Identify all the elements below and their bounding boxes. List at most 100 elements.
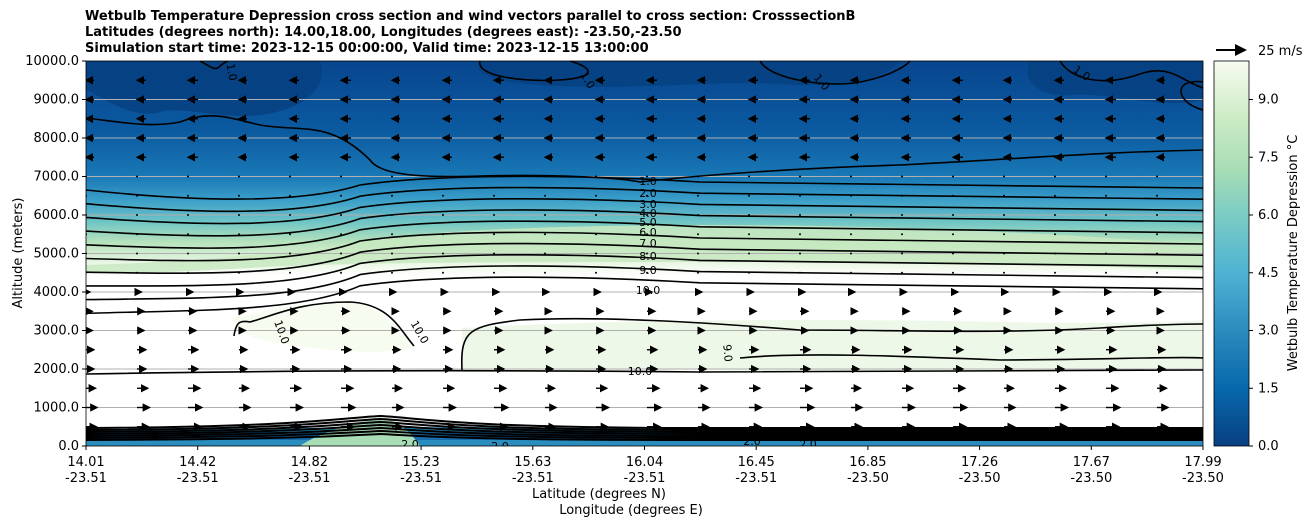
contour-label: 1.0 [224, 62, 240, 81]
wind-vector [391, 233, 393, 236]
colorbar-tick-label: 1.5 [1258, 381, 1279, 396]
wind-vector [442, 175, 444, 178]
wind-vector [1105, 233, 1107, 236]
wind-vector [952, 175, 954, 178]
colorbar-tick-label: 9.0 [1258, 93, 1279, 108]
x-axis: 14.01-23.5114.42-23.5114.82-23.5115.23-2… [65, 446, 1224, 486]
x-tick-label-lon: -23.51 [735, 471, 777, 486]
moist-band [86, 225, 1203, 273]
quiver-key: 25 m/s [1216, 44, 1303, 59]
contour-label: 2.0 [743, 435, 761, 448]
wind-vector [901, 214, 903, 216]
wind-vector [238, 214, 240, 216]
x-tick-label-lat: 14.42 [179, 455, 216, 470]
wind-vector [1105, 271, 1107, 274]
wind-vector [1105, 175, 1107, 178]
pale-patch [232, 302, 414, 352]
x-axis-label-latitude: Latitude (degrees N) [532, 487, 666, 502]
wind-vector [1156, 233, 1158, 236]
y-tick-label: 3000.0 [34, 324, 80, 339]
contour-line [739, 354, 1203, 361]
wind-vector [748, 271, 750, 274]
wind-vector [646, 233, 648, 236]
contour-line [86, 414, 1203, 430]
contour-label: 7.0 [639, 237, 657, 250]
y-axis: 0.0 1000.0 2000.0 3000.0 4000.0 5000.0 6000.0 7… [25, 54, 86, 454]
x-tick-label-lat: 17.67 [1073, 455, 1110, 470]
x-tick-label-lon: -23.51 [177, 471, 219, 486]
wind-vector [697, 214, 699, 216]
wind-vector [1003, 233, 1005, 236]
wind-vector [391, 175, 393, 178]
x-tick-label-lat: 15.23 [402, 455, 439, 470]
wind-vector [544, 252, 546, 255]
wind-vector [442, 252, 444, 255]
wind-vector [1003, 252, 1005, 255]
contour-line [86, 209, 1203, 237]
wind-vector [850, 175, 852, 178]
wind-vector [289, 233, 291, 236]
colorbar-tick-label: 0.0 [1258, 439, 1279, 454]
wind-vector [952, 214, 954, 216]
y-tick-label: 8000.0 [34, 131, 80, 146]
contour-line [86, 423, 1203, 436]
wind-vector [850, 214, 852, 216]
wind-vector [391, 271, 393, 274]
wind-vector [1003, 175, 1005, 178]
wind-vector [187, 175, 189, 178]
wind-vector [187, 214, 189, 216]
wind-vector [748, 194, 750, 197]
wind-vector [1054, 214, 1056, 216]
wind-vector [646, 214, 648, 216]
x-tick-label-lon: -23.51 [400, 471, 442, 486]
contour-line [86, 420, 1203, 434]
y-axis-label: Altitude (meters) [11, 198, 26, 309]
wind-vector [493, 271, 495, 274]
wind-vector [187, 252, 189, 255]
wind-vector [391, 214, 393, 216]
contour-line [86, 242, 1203, 274]
wind-vector [238, 175, 240, 178]
wind-vector [493, 233, 495, 236]
contour-label: 5.0 [639, 216, 657, 229]
contour-label: 8.0 [639, 250, 657, 263]
contour-label: 9.0 [639, 264, 657, 277]
wind-vector [646, 175, 648, 178]
wind-vector [697, 271, 699, 274]
wind-vector [1003, 214, 1005, 216]
wind-vector [595, 271, 597, 274]
wind-vector [901, 271, 903, 274]
wind-vector [799, 233, 801, 236]
x-tick-label-lon: -23.50 [1070, 471, 1112, 486]
contour-line [86, 426, 1203, 438]
wind-vector [493, 194, 495, 197]
wind-vector [238, 271, 240, 274]
wind-vector [748, 214, 750, 216]
wind-vector [493, 252, 495, 255]
contour-line [86, 432, 1203, 442]
wind-vector [1156, 175, 1158, 178]
colorbar: 0.0 1.5 3.0 4.5 6.0 7.5 9.0 Wetbulb Temperatur… [1213, 60, 1301, 454]
y-tick-label: 10000.0 [25, 54, 79, 69]
wind-vector [952, 252, 954, 255]
contour-label: 3.0 [639, 198, 657, 211]
wind-vector [544, 214, 546, 216]
wind-vector [697, 194, 699, 197]
contour-line [1059, 61, 1203, 89]
x-tick-label-lat: 16.85 [849, 455, 886, 470]
wind-vector [136, 214, 138, 216]
contour-line [1180, 80, 1203, 111]
wind-vector [442, 194, 444, 197]
wind-vector [595, 252, 597, 255]
x-tick-label-lat: 17.99 [1184, 455, 1221, 470]
colorbar-tick-label: 4.5 [1258, 266, 1279, 281]
wind-vector [901, 194, 903, 197]
wind-vector [391, 194, 393, 197]
contour-label: 2.0 [639, 187, 657, 200]
wind-vector [136, 252, 138, 255]
wind-vector [595, 233, 597, 236]
wind-vector [340, 233, 342, 236]
wind-vector [493, 214, 495, 216]
contour-line [86, 115, 1203, 183]
x-tick-label-lon: -23.51 [288, 471, 330, 486]
